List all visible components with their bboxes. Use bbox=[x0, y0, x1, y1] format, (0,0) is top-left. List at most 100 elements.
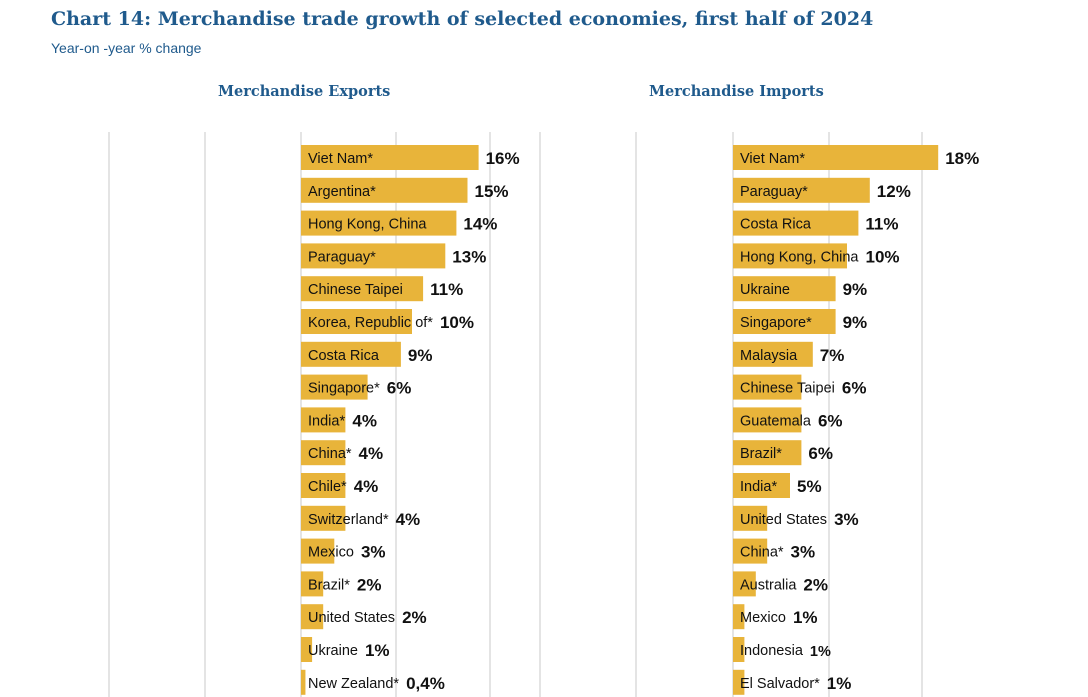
exports-category-label: China* bbox=[308, 446, 352, 462]
exports-category-label: Korea, Republic of* bbox=[308, 315, 433, 331]
imports-value-label: 5% bbox=[797, 477, 822, 496]
exports-value-label: 6% bbox=[387, 379, 412, 398]
imports-value-label: 9% bbox=[843, 280, 868, 299]
exports-bar bbox=[301, 309, 412, 334]
exports-value-label: 14% bbox=[463, 215, 497, 234]
exports-bar bbox=[301, 440, 346, 466]
imports-value-label: 9% bbox=[843, 313, 868, 332]
imports-bar bbox=[733, 177, 870, 203]
exports-value-label: 13% bbox=[452, 247, 486, 266]
exports-category-label: New Zealand* bbox=[308, 676, 399, 692]
imports-value-label: 6% bbox=[808, 444, 833, 463]
exports-category-label: United States bbox=[308, 610, 395, 626]
imports-value-label: 12% bbox=[877, 182, 911, 201]
exports-value-label: 2% bbox=[402, 608, 427, 627]
imports-bar bbox=[733, 637, 745, 662]
exports-category-label: Chinese Taipei bbox=[308, 282, 403, 298]
exports-category-label: Ukraine bbox=[308, 643, 358, 659]
exports-bar bbox=[301, 210, 457, 236]
imports-category-label: Singapore* bbox=[740, 315, 812, 331]
exports-category-label: Hong Kong, China bbox=[308, 217, 427, 233]
exports-category-label: Mexico bbox=[308, 545, 354, 561]
imports-category-label: Brazil* bbox=[740, 446, 782, 462]
imports-category-label: Chinese Taipei bbox=[740, 381, 835, 397]
imports-category-label: Hong Kong, China bbox=[740, 249, 859, 265]
imports-category-label: Guatemala bbox=[740, 413, 812, 429]
exports-category-label: Brazil* bbox=[308, 577, 350, 593]
imports-category-label: India* bbox=[740, 479, 777, 495]
exports-bar bbox=[301, 407, 346, 433]
imports-panel-title: Merchandise Imports bbox=[649, 83, 824, 100]
exports-bar bbox=[301, 571, 324, 597]
exports-bar bbox=[301, 177, 468, 203]
imports-category-label: Paraguay* bbox=[740, 184, 808, 200]
exports-value-label: 3% bbox=[361, 543, 386, 562]
imports-value-label: 6% bbox=[818, 411, 843, 430]
imports-category-label: Costa Rica bbox=[740, 217, 812, 233]
imports-category-label: United States bbox=[740, 512, 827, 528]
imports-value-label: 3% bbox=[834, 510, 859, 529]
exports-bar bbox=[301, 505, 346, 531]
exports-value-label: 2% bbox=[357, 575, 382, 594]
imports-category-label: Malaysia bbox=[740, 348, 798, 364]
imports-value-label: 6% bbox=[842, 379, 867, 398]
imports-bar bbox=[733, 407, 802, 433]
exports-value-label: 10% bbox=[440, 313, 474, 332]
exports-panel-title: Merchandise Exports bbox=[218, 83, 391, 100]
imports-category-label: El Salvador* bbox=[740, 676, 820, 692]
imports-bar bbox=[733, 276, 836, 302]
imports-bar bbox=[733, 571, 756, 597]
exports-value-label: 9% bbox=[408, 346, 433, 365]
exports-bar bbox=[301, 374, 368, 400]
imports-category-label: Australia bbox=[740, 577, 797, 593]
exports-bar bbox=[301, 145, 479, 170]
imports-value-label: 7% bbox=[820, 346, 845, 365]
exports-value-label: 4% bbox=[396, 510, 421, 529]
chart-title: Chart 14: Merchandise trade growth of se… bbox=[51, 8, 874, 30]
imports-bar bbox=[733, 440, 802, 466]
exports-bar bbox=[301, 604, 324, 630]
exports-category-label: Costa Rica bbox=[308, 348, 380, 364]
imports-category-label: China* bbox=[740, 545, 784, 561]
exports-category-label: India* bbox=[308, 413, 345, 429]
exports-bar bbox=[301, 243, 446, 269]
imports-value-label: 1% bbox=[810, 644, 831, 660]
exports-bar bbox=[301, 637, 313, 662]
imports-value-label: 1% bbox=[827, 674, 852, 693]
imports-bar bbox=[733, 473, 790, 498]
exports-category-label: Viet Nam* bbox=[308, 151, 373, 167]
imports-bar bbox=[733, 309, 836, 334]
exports-category-label: Chile* bbox=[308, 479, 347, 495]
imports-bar bbox=[733, 374, 802, 400]
exports-category-label: Argentina* bbox=[308, 184, 376, 200]
exports-category-label: Switzerland* bbox=[308, 512, 389, 528]
exports-category-label: Singapore* bbox=[308, 381, 380, 397]
imports-value-label: 11% bbox=[865, 215, 898, 234]
exports-category-label: Paraguay* bbox=[308, 249, 376, 265]
imports-bar bbox=[733, 604, 745, 630]
imports-value-label: 2% bbox=[803, 575, 828, 594]
exports-value-label: 11% bbox=[430, 280, 463, 299]
exports-value-label: 15% bbox=[475, 182, 509, 201]
exports-bar bbox=[301, 473, 346, 498]
exports-bar bbox=[301, 341, 401, 367]
exports-value-label: 4% bbox=[359, 444, 384, 463]
exports-bar bbox=[301, 669, 306, 695]
imports-bar bbox=[733, 210, 859, 236]
exports-value-label: 1% bbox=[365, 641, 390, 660]
imports-bar bbox=[733, 341, 813, 367]
imports-value-label: 10% bbox=[866, 247, 900, 266]
imports-category-label: Ukraine bbox=[740, 282, 790, 298]
imports-value-label: 18% bbox=[945, 149, 979, 168]
imports-bar bbox=[733, 243, 847, 269]
imports-value-label: 3% bbox=[791, 543, 816, 562]
exports-bar bbox=[301, 276, 424, 302]
exports-bar bbox=[301, 538, 335, 564]
chart-subtitle: Year-on -year % change bbox=[51, 40, 202, 56]
imports-bar bbox=[733, 669, 745, 695]
exports-value-label: 4% bbox=[352, 411, 377, 430]
imports-category-label: Indonesia bbox=[740, 643, 804, 659]
exports-value-label: 0,4% bbox=[406, 674, 445, 693]
imports-bar bbox=[733, 505, 768, 531]
